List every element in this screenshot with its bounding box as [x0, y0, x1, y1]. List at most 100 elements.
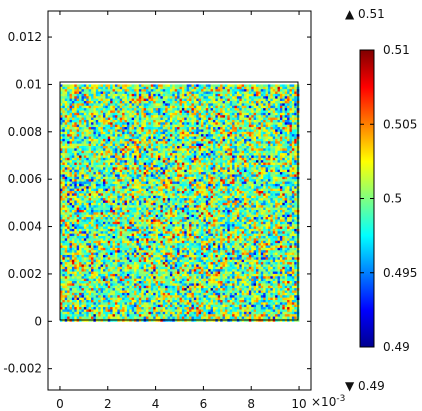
heatmap-cell — [184, 91, 188, 95]
heatmap-cell — [119, 112, 123, 116]
heatmap-cell — [167, 127, 171, 130]
heatmap-cell — [279, 98, 283, 102]
heatmap-cell — [263, 157, 266, 161]
heatmap-cell — [179, 176, 183, 180]
heatmap-cell — [67, 174, 70, 178]
heatmap-cell — [222, 150, 226, 154]
heatmap-cell — [179, 134, 183, 137]
heatmap-cell — [258, 119, 262, 123]
heatmap-cell — [153, 188, 156, 192]
heatmap-cell — [62, 169, 66, 173]
heatmap-cell — [150, 188, 154, 192]
heatmap-cell — [172, 124, 176, 128]
heatmap-cell — [100, 127, 104, 130]
heatmap-cell — [138, 134, 142, 137]
heatmap-cell — [83, 143, 87, 147]
heatmap-cell — [71, 141, 75, 145]
heatmap-cell — [95, 84, 99, 88]
heatmap-cell — [246, 198, 250, 201]
heatmap-cell — [172, 108, 176, 111]
heatmap-cell — [279, 108, 283, 111]
heatmap-cell — [174, 108, 178, 111]
heatmap-cell — [141, 157, 145, 161]
heatmap-cell — [270, 162, 274, 166]
heatmap-cell — [160, 129, 164, 133]
heatmap-cell — [222, 101, 226, 104]
heatmap-cell — [136, 119, 140, 123]
heatmap-cell — [174, 172, 178, 175]
heatmap-cell — [83, 141, 87, 145]
heatmap-cell — [267, 169, 271, 173]
heatmap-cell — [248, 134, 252, 137]
heatmap-cell — [215, 155, 219, 159]
heatmap-cell — [179, 174, 183, 178]
heatmap-cell — [260, 112, 264, 116]
heatmap-cell — [193, 153, 197, 156]
heatmap-cell — [189, 98, 192, 102]
heatmap-cell — [131, 176, 135, 180]
heatmap-cell — [198, 86, 202, 90]
heatmap-cell — [227, 164, 231, 168]
heatmap-cell — [256, 148, 259, 152]
heatmap-cell — [172, 115, 176, 118]
heatmap-cell — [102, 129, 106, 133]
heatmap-cell — [126, 136, 130, 140]
heatmap-cell — [217, 119, 221, 123]
heatmap-cell — [129, 160, 133, 163]
heatmap-cell — [284, 153, 288, 156]
heatmap-cell — [177, 200, 180, 204]
heatmap-cell — [294, 96, 298, 100]
heatmap-cell — [110, 122, 113, 126]
heatmap-cell — [236, 96, 240, 100]
heatmap-cell — [201, 172, 204, 175]
heatmap-cell — [114, 134, 118, 137]
heatmap-cell — [79, 86, 82, 90]
heatmap-cell — [184, 134, 188, 137]
heatmap-cell — [153, 108, 156, 111]
heatmap-cell — [88, 108, 92, 111]
heatmap-cell — [64, 101, 68, 104]
heatmap-cell — [124, 96, 128, 100]
heatmap-cell — [124, 134, 128, 137]
heatmap-cell — [148, 198, 152, 201]
heatmap-cell — [88, 84, 92, 88]
heatmap-cell — [59, 124, 63, 128]
heatmap-cell — [251, 198, 255, 201]
heatmap-cell — [138, 119, 142, 123]
heatmap-cell — [74, 131, 78, 135]
heatmap-cell — [201, 108, 204, 111]
heatmap-cell — [270, 188, 274, 192]
heatmap-cell — [181, 176, 185, 180]
heatmap-cell — [177, 167, 180, 171]
heatmap-cell — [174, 193, 178, 197]
heatmap-cell — [59, 131, 63, 135]
heatmap-cell — [110, 172, 113, 175]
heatmap-cell — [95, 162, 99, 166]
heatmap-cell — [143, 136, 147, 140]
heatmap-cell — [263, 164, 266, 168]
heatmap-cell — [93, 200, 97, 204]
heatmap-cell — [134, 167, 137, 171]
heatmap-cell — [265, 155, 269, 159]
heatmap-cell — [256, 103, 259, 107]
heatmap-cell — [248, 176, 252, 180]
heatmap-cell — [263, 110, 266, 114]
heatmap-cell — [256, 141, 259, 145]
heatmap-cell — [270, 150, 274, 154]
heatmap-cell — [291, 98, 295, 102]
heatmap-cell — [248, 138, 252, 142]
heatmap-cell — [253, 93, 257, 97]
heatmap-cell — [282, 143, 286, 147]
heatmap-cell — [95, 153, 99, 156]
heatmap-cell — [196, 174, 200, 178]
heatmap-cell — [244, 134, 247, 137]
heatmap-cell — [172, 110, 176, 114]
heatmap-cell — [270, 112, 274, 116]
heatmap-cell — [76, 169, 80, 173]
heatmap-cell — [119, 174, 123, 178]
heatmap-cell — [138, 176, 142, 180]
heatmap-cell — [177, 169, 180, 173]
heatmap-cell — [162, 119, 166, 123]
heatmap-cell — [69, 157, 73, 161]
heatmap-cell — [100, 115, 104, 118]
